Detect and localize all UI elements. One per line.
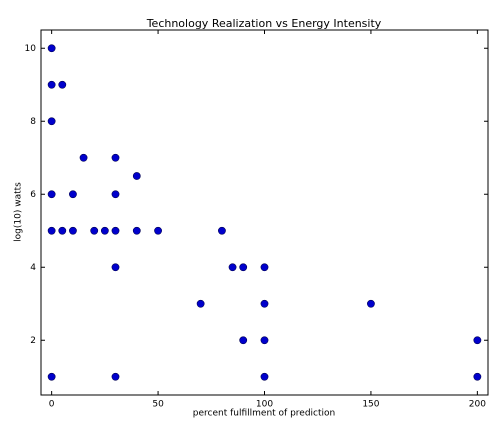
point (228, 263, 237, 272)
point (132, 226, 141, 235)
point (69, 226, 77, 235)
point (473, 336, 482, 345)
point (47, 190, 56, 199)
point (47, 372, 56, 381)
point (260, 372, 269, 381)
point (58, 226, 67, 235)
point (260, 299, 269, 308)
x-tick-label: 50 (152, 400, 164, 410)
point (111, 153, 120, 162)
x-tick-label: 150 (362, 400, 379, 410)
point (260, 336, 269, 345)
y-tick-label: 6 (30, 190, 36, 200)
point (47, 44, 56, 53)
point (111, 226, 120, 235)
point (47, 226, 56, 235)
x-tick-label: 0 (49, 400, 55, 410)
y-tick-label: 4 (30, 263, 36, 273)
point (47, 117, 56, 126)
y-tick-label: 8 (30, 117, 36, 127)
x-axis-label: percent fulfillment of prediction (193, 409, 335, 419)
point (100, 226, 109, 235)
point (90, 226, 99, 235)
point (260, 263, 269, 272)
point (111, 190, 120, 199)
point (154, 226, 162, 235)
point (196, 299, 205, 308)
x-tick-label: 100 (256, 400, 273, 410)
point (58, 80, 67, 89)
point (132, 172, 141, 180)
point (367, 299, 375, 308)
point (79, 153, 88, 162)
point (47, 80, 56, 89)
chart-title: Technology Realization vs Energy Intensi… (146, 17, 382, 30)
point (111, 263, 120, 272)
y-tick-label: 10 (25, 44, 37, 54)
y-tick-label: 2 (30, 336, 36, 346)
point (473, 372, 482, 381)
point (239, 263, 248, 272)
y-axis-label: log(10) watts (14, 182, 24, 242)
point (239, 336, 248, 345)
point (111, 372, 120, 381)
point (218, 226, 226, 235)
x-tick-label: 200 (469, 400, 486, 410)
point (69, 190, 77, 199)
